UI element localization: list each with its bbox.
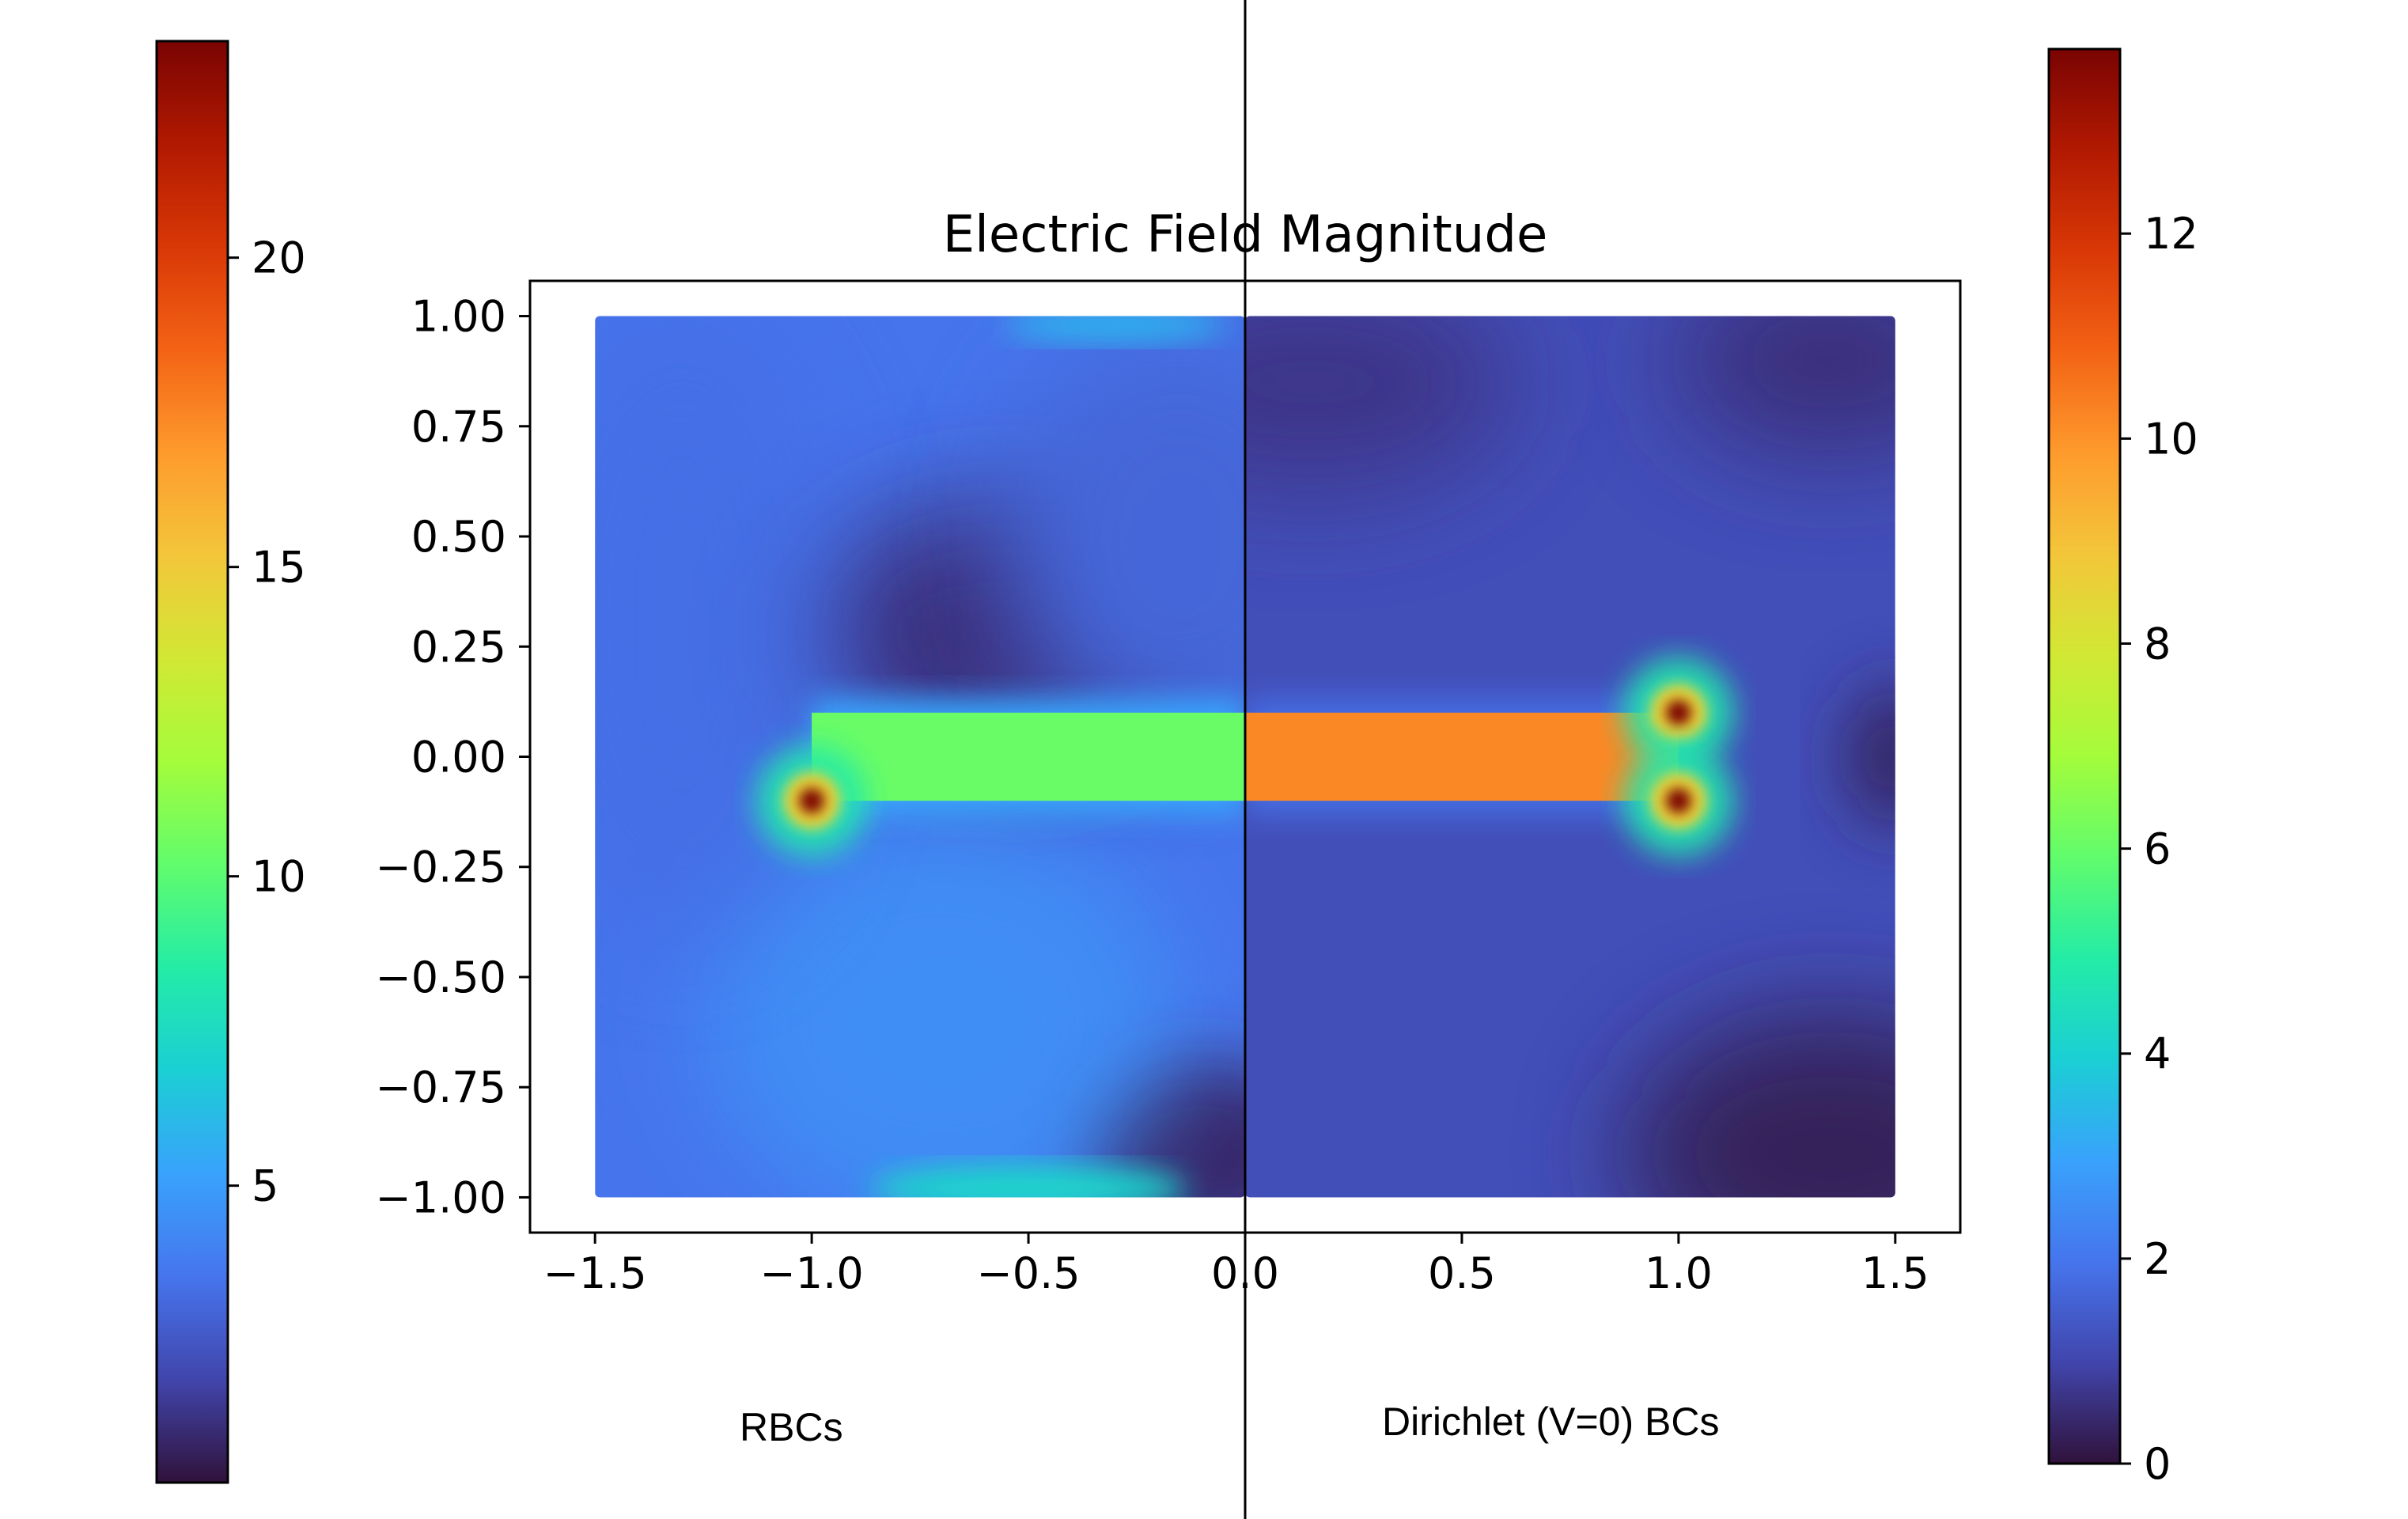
colorbar-tick-label: 5	[252, 1161, 278, 1211]
low-field-region	[1245, 316, 1516, 494]
left-colorbar-ticks: 5 10 15 20	[228, 233, 306, 1211]
colorbar-tick-label: 10	[252, 852, 306, 902]
colorbar-tick-label: 0	[2144, 1439, 2171, 1489]
left-colorbar	[155, 40, 229, 1484]
colorbar-tick-label: 2	[2144, 1234, 2171, 1284]
conductor-strip	[1245, 712, 1679, 801]
y-tick-label: 0.50	[411, 512, 506, 562]
colorbar-tick-label: 12	[2144, 209, 2198, 259]
colorbar-tick-label: 6	[2144, 824, 2171, 874]
edge-field	[870, 1165, 1187, 1198]
y-tick-label: −0.50	[376, 953, 506, 1002]
dirichlet-field-panel	[1245, 316, 1895, 1198]
low-field-region	[1672, 316, 1895, 456]
conductor-strip	[812, 712, 1245, 801]
y-tick-label: 1.00	[411, 292, 506, 342]
y-tick-label: −0.25	[376, 843, 506, 892]
y-axis-ticks: 1.00 0.75 0.50 0.25 0.00 −0.25 −0.50 −0.75 −1.00	[376, 292, 530, 1222]
rbcs-field-panel	[595, 316, 1245, 1198]
x-axis-ticks: −1.5 −1.0 −0.5 0.0 0.5 1.0 1.5	[543, 1233, 1929, 1298]
y-tick-label: 0.00	[411, 733, 506, 782]
rbcs-caption: RBCs	[740, 1405, 843, 1449]
field-gradient	[704, 815, 1179, 1198]
right-colorbar-ticks: 0 2 4 6 8 10 12	[2120, 209, 2198, 1489]
y-tick-label: −1.00	[376, 1172, 506, 1222]
y-tick-label: 0.25	[411, 622, 506, 672]
edge-field	[1004, 316, 1226, 343]
hotspot-core	[1665, 699, 1691, 725]
low-field-region	[1847, 685, 1895, 828]
colorbar-tick-label: 4	[2144, 1029, 2171, 1079]
colorbar-tick-label: 20	[252, 233, 306, 283]
x-tick-label: −1.0	[760, 1248, 864, 1298]
x-tick-label: −1.5	[543, 1248, 647, 1298]
y-tick-label: −0.75	[376, 1063, 506, 1112]
y-tick-label: 0.75	[411, 402, 506, 452]
low-field-region	[1624, 1010, 1895, 1198]
dirichlet-caption: Dirichlet (V=0) BCs	[1382, 1400, 1720, 1444]
right-colorbar	[2047, 47, 2122, 1465]
hotspot-core	[1665, 788, 1691, 814]
x-tick-label: −0.5	[976, 1248, 1080, 1298]
colorbar-tick-label: 10	[2144, 414, 2198, 464]
x-tick-label: 1.0	[1645, 1248, 1713, 1298]
x-tick-label: 0.5	[1428, 1248, 1496, 1298]
low-field-region	[1005, 331, 1245, 743]
x-tick-label: 1.5	[1861, 1248, 1929, 1298]
hotspot-core	[799, 788, 825, 814]
colorbar-tick-label: 15	[252, 543, 306, 593]
colorbar-tick-label: 8	[2144, 619, 2171, 669]
